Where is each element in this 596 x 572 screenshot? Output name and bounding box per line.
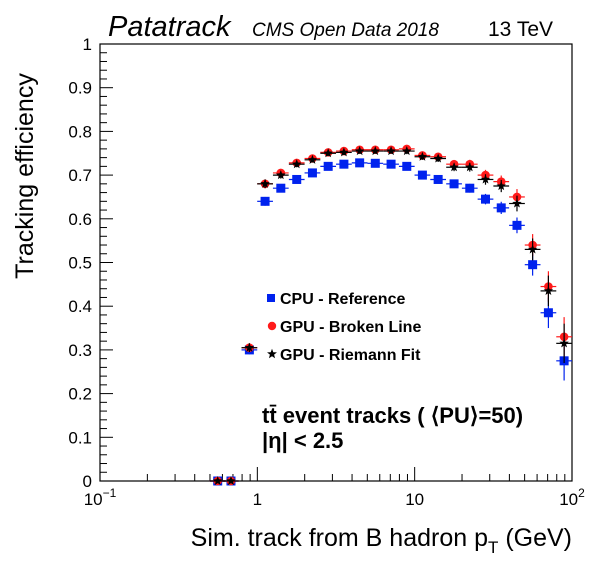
data-point-gpu-riemann — [339, 147, 349, 157]
data-point-cpu — [481, 194, 491, 204]
data-point-gpu-riemann — [512, 198, 522, 208]
data-point-cpu — [465, 183, 475, 193]
data-point-gpu-riemann — [402, 146, 412, 156]
annotation-eta-cut: |η| < 2.5 — [262, 428, 343, 453]
y-tick-label: 0.6 — [68, 210, 92, 229]
y-tick-label: 0.5 — [68, 254, 92, 273]
data-point-cpu — [512, 220, 522, 230]
x-tick-label: 102 — [559, 486, 585, 509]
x-tick-label: 10−1 — [84, 486, 117, 509]
data-point-gpu-riemann — [323, 148, 333, 158]
x-axis-title-main: Sim. track from B hadron p — [191, 524, 488, 552]
data-point-gpu-riemann — [244, 342, 255, 352]
x-axis-title-unit: (GeV) — [498, 524, 572, 552]
data-point-gpu-riemann — [433, 153, 443, 163]
y-axis-ticks: 0 0.1 0.2 0.3 0.4 0.5 0.6 0.7 0.8 0.9 1 — [68, 35, 113, 491]
data-point-gpu-riemann — [212, 476, 223, 486]
data-point-cpu — [433, 174, 443, 184]
data-point-gpu-riemann — [370, 146, 381, 156]
data-point-gpu-riemann — [276, 170, 286, 180]
x-axis-title: Sim. track from B hadron pT (GeV) — [191, 524, 572, 557]
y-tick-label: 0 — [83, 472, 92, 491]
data-point-gpu-riemann — [465, 162, 475, 172]
data-point-cpu — [496, 203, 506, 213]
data-point-gpu-riemann — [496, 181, 506, 191]
x-axis-title-sub: T — [488, 538, 498, 557]
data-point-cpu — [307, 168, 317, 178]
header-subtitle: CMS Open Data 2018 — [252, 20, 439, 41]
legend-marker-gpu-broken-line — [267, 321, 277, 331]
data-point-gpu-riemann — [417, 151, 428, 161]
data-point-gpu-riemann — [260, 178, 270, 188]
data-point-gpu-riemann — [543, 285, 554, 295]
data-point-gpu-riemann — [354, 146, 365, 156]
data-point-cpu — [355, 158, 365, 168]
data-point-gpu-riemann — [226, 476, 236, 486]
data-point-gpu-riemann — [449, 162, 459, 172]
y-tick-label: 0.2 — [68, 385, 92, 404]
y-tick-label: 0.8 — [68, 122, 92, 141]
data-point-cpu — [292, 174, 302, 184]
y-tick-label: 0.4 — [68, 297, 92, 316]
y-tick-label: 0.9 — [68, 79, 92, 98]
y-tick-label: 0.7 — [68, 166, 92, 185]
legend: CPU - Reference GPU - Broken Line GPU - … — [267, 291, 421, 364]
y-tick-label: 0.3 — [68, 341, 92, 360]
legend-marker-gpu-riemann — [267, 348, 277, 359]
legend-label-gpu-riemann: GPU - Riemann Fit — [280, 347, 421, 364]
data-point-cpu — [339, 159, 349, 169]
data-point-cpu — [386, 159, 396, 169]
series-gpu-riemann — [209, 146, 572, 486]
data-point-cpu — [528, 260, 538, 270]
data-point-cpu — [449, 179, 459, 189]
x-tick-label: 1 — [253, 490, 262, 509]
data-point-cpu — [370, 158, 380, 168]
data-point-cpu — [543, 308, 553, 318]
y-tick-label: 0.1 — [68, 428, 92, 447]
x-axis-ticks: 10−1 1 10 102 — [84, 467, 585, 509]
header-brand: Patatrack — [108, 11, 232, 43]
data-point-gpu-riemann — [527, 244, 538, 254]
annotation-event-tracks: tt̄ event tracks ( ⟨PU⟩=50) — [262, 403, 523, 428]
y-tick-label: 1 — [83, 35, 92, 54]
data-point-cpu — [323, 161, 333, 171]
data-point-gpu-riemann — [386, 146, 396, 156]
series-layer — [209, 144, 572, 486]
legend-label-cpu: CPU - Reference — [280, 291, 405, 308]
legend-marker-cpu — [267, 294, 275, 302]
legend-label-gpu-broken-line: GPU - Broken Line — [280, 319, 421, 336]
data-point-cpu — [260, 196, 270, 206]
data-point-cpu — [276, 183, 286, 193]
data-point-cpu — [402, 161, 412, 171]
data-point-gpu-riemann — [291, 159, 302, 169]
data-point-gpu-riemann — [559, 338, 569, 348]
data-point-cpu — [417, 170, 427, 180]
x-tick-label: 10 — [405, 490, 424, 509]
data-point-gpu-riemann — [480, 174, 491, 184]
data-point-gpu-riemann — [307, 154, 318, 164]
header-energy: 13 TeV — [488, 18, 553, 41]
y-axis-title: Tracking efficiency — [11, 73, 39, 279]
